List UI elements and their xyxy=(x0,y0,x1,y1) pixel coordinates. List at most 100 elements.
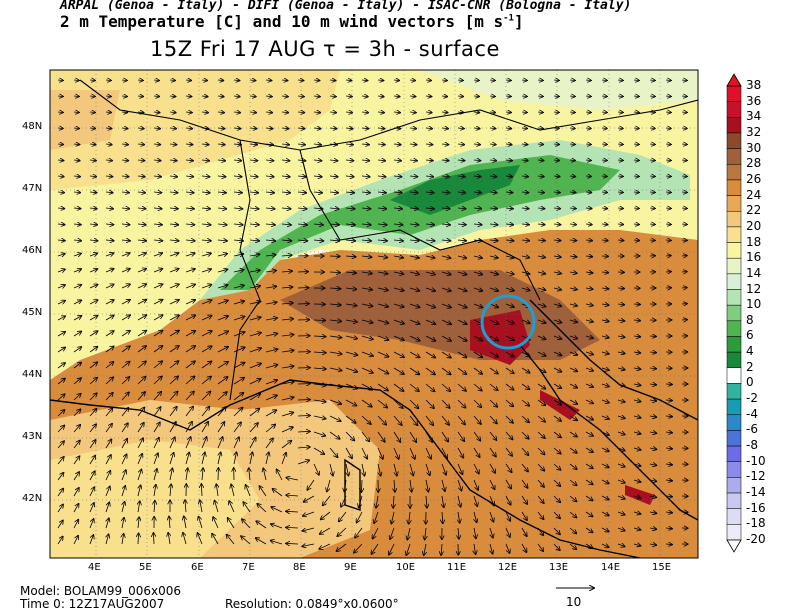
wind-vector xyxy=(489,383,498,390)
wind-vector xyxy=(329,144,337,145)
wind-vector xyxy=(265,380,277,385)
wind-vector xyxy=(409,367,419,374)
wind-vector xyxy=(553,352,562,355)
wind-vector xyxy=(265,240,275,241)
wind-vector xyxy=(185,406,193,417)
wind-vector xyxy=(553,431,561,437)
wind-vector xyxy=(89,160,96,161)
wind-vector xyxy=(377,240,387,241)
wind-vector xyxy=(169,253,179,256)
wind-vector xyxy=(393,288,404,291)
wind-vector xyxy=(649,432,656,433)
wind-vector xyxy=(345,256,356,257)
wind-vector xyxy=(265,96,272,97)
wind-vector xyxy=(73,208,81,209)
wind-vector xyxy=(121,392,129,401)
wind-vector xyxy=(57,473,64,481)
wind-vector xyxy=(73,378,81,385)
wind-vector xyxy=(585,192,591,193)
wind-vector xyxy=(281,412,293,417)
wind-vector xyxy=(121,346,130,353)
wind-vector xyxy=(121,315,130,321)
wind-vector xyxy=(521,463,528,472)
wind-vector xyxy=(361,367,373,373)
y-tick-label: 44N xyxy=(22,369,43,380)
colorbar-level-label: -2 xyxy=(746,391,758,406)
wind-vector xyxy=(201,80,207,81)
colorbar-swatch xyxy=(726,304,742,322)
wind-vector xyxy=(585,415,593,420)
wind-vector xyxy=(601,448,609,451)
wind-vector xyxy=(345,367,357,372)
wind-vector xyxy=(345,160,353,161)
wind-vector xyxy=(409,224,419,225)
wind-vector xyxy=(361,160,369,161)
wind-vector xyxy=(569,304,577,306)
wind-vector xyxy=(425,192,434,193)
wind-vector xyxy=(361,335,373,339)
wind-vector xyxy=(89,300,98,305)
wind-vector xyxy=(73,347,81,353)
wind-vector xyxy=(521,320,530,323)
wind-vector xyxy=(441,303,451,308)
colorbar-level-label: 24 xyxy=(746,187,762,202)
wind-vector xyxy=(213,517,219,529)
colorbar-swatch xyxy=(726,508,742,525)
wind-vector xyxy=(377,112,384,113)
wind-vector xyxy=(377,447,383,459)
wind-vector xyxy=(256,538,267,545)
wind-vector xyxy=(277,469,283,481)
wind-vector xyxy=(73,144,80,145)
wind-vector xyxy=(377,144,385,145)
wind-vector xyxy=(665,432,672,433)
wind-vector xyxy=(201,407,209,417)
wind-vector xyxy=(137,208,146,209)
wind-vector xyxy=(249,128,257,129)
wind-vector xyxy=(441,288,451,291)
wind-vector xyxy=(265,224,275,225)
wind-vector xyxy=(281,271,292,272)
wind-vector xyxy=(473,335,483,341)
wind-vector xyxy=(89,456,95,465)
wind-vector xyxy=(361,351,373,356)
wind-vector xyxy=(505,447,512,456)
wind-vector xyxy=(121,176,129,177)
wind-vector xyxy=(441,208,450,209)
wind-vector xyxy=(121,160,128,161)
wind-vector xyxy=(521,447,528,455)
wind-vector xyxy=(489,463,495,473)
wind-vector xyxy=(633,528,641,530)
wind-vector xyxy=(441,80,447,81)
wind-vector xyxy=(216,484,218,497)
wind-vector xyxy=(649,368,656,369)
wind-vector xyxy=(121,253,130,256)
wind-vector xyxy=(201,112,208,113)
wind-vector xyxy=(329,415,341,421)
wind-vector xyxy=(409,112,416,113)
wind-vector xyxy=(409,144,417,145)
wind-vector xyxy=(57,410,65,417)
map-frame xyxy=(49,69,699,559)
colorbar-swatch xyxy=(726,148,742,165)
wind-vector xyxy=(185,422,192,433)
wind-vector xyxy=(185,315,195,321)
wind-vector xyxy=(89,471,95,481)
wind-vector xyxy=(601,480,609,484)
wind-vector xyxy=(137,112,144,113)
wind-vector xyxy=(537,527,543,535)
wind-vector xyxy=(105,346,114,353)
wind-vector xyxy=(458,511,460,523)
wind-vector xyxy=(457,240,466,241)
wind-vector xyxy=(617,352,625,353)
wind-vector xyxy=(153,284,163,289)
wind-vector xyxy=(121,331,130,337)
wind-vector xyxy=(489,431,496,440)
wind-vector xyxy=(521,495,527,504)
wind-vector xyxy=(409,351,420,358)
wind-vector xyxy=(257,504,267,513)
wind-vector xyxy=(361,272,372,273)
wind-vector xyxy=(184,516,186,529)
wind-vector xyxy=(649,512,656,513)
wind-vector xyxy=(425,272,435,275)
wind-vector xyxy=(633,544,641,546)
